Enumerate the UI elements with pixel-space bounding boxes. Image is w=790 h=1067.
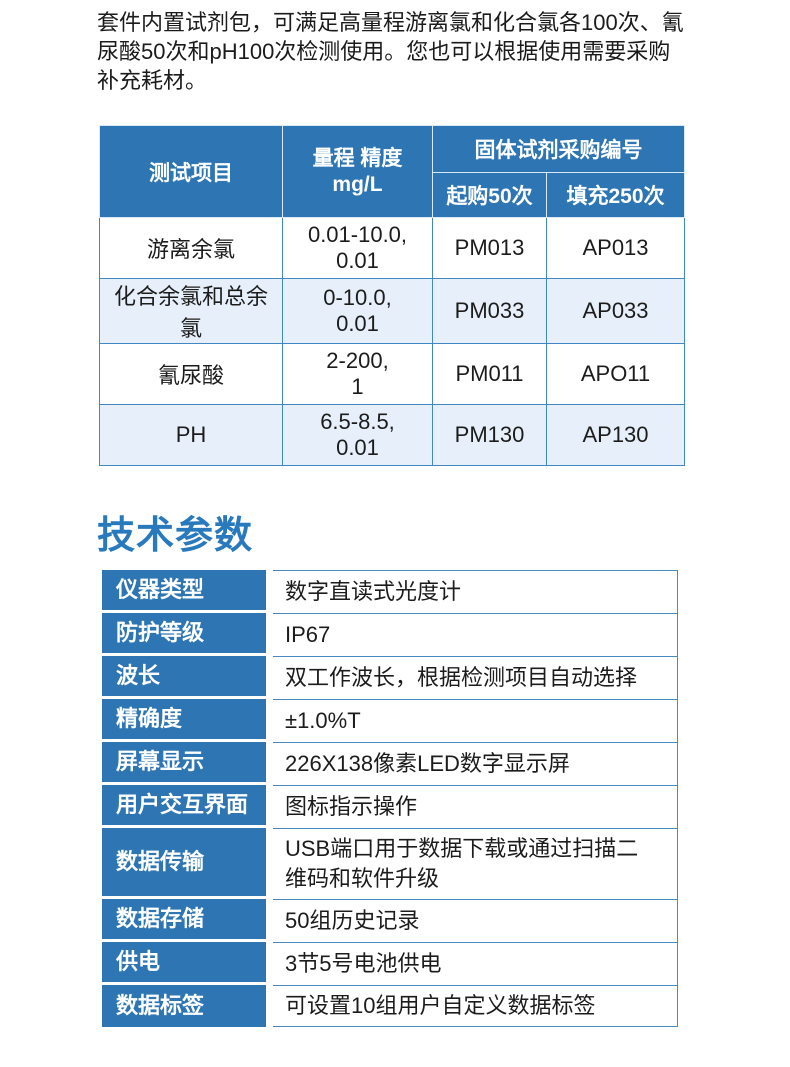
table-row: PH 6.5-8.5, 0.01 PM130 AP130 <box>99 404 685 466</box>
col-header-initial-purchase: 起购50次 <box>432 172 547 218</box>
col-header-range-line1: 量程 精度 <box>312 146 403 170</box>
table-row: 游离余氯 0.01-10.0, 0.01 PM013 AP013 <box>99 217 685 279</box>
spec-label: 供电 <box>102 942 273 985</box>
cell-range-precision: 2-200, 1 <box>282 343 433 405</box>
cell-range-precision: 0.01-10.0, 0.01 <box>282 217 433 279</box>
table-row: 氰尿酸 2-200, 1 PM011 APO11 <box>99 343 685 405</box>
spec-row: 供电 3节5号电池供电 <box>102 942 678 985</box>
cell-refill-code: AP013 <box>546 217 685 279</box>
cell-refill-code: AP130 <box>546 404 685 466</box>
cell-test-item: 化合余氯和总余氯 <box>99 278 283 344</box>
range-line2: 0.01 <box>336 435 379 460</box>
tech-specs-table: 仪器类型 数字直读式光度计 防护等级 IP67 波长 双工作波长，根据检测项目自… <box>102 570 678 1027</box>
spec-row: 波长 双工作波长，根据检测项目自动选择 <box>102 656 678 699</box>
range-line2: 1 <box>351 374 364 399</box>
spec-label: 屏幕显示 <box>102 742 273 785</box>
range-line1: 0.01-10.0, <box>307 222 408 247</box>
spec-label: 用户交互界面 <box>102 785 273 828</box>
reagent-table-header: 测试项目 量程 精度 mg/L 固体试剂采购编号 起购50次 填充250次 <box>99 125 685 218</box>
spec-row: 用户交互界面 图标指示操作 <box>102 785 678 828</box>
spec-value: 图标指示操作 <box>273 785 678 828</box>
table-row: 化合余氯和总余氯 0-10.0, 0.01 PM033 AP033 <box>99 278 685 344</box>
range-line1: 0-10.0, <box>323 285 392 310</box>
col-header-reagent-code-group: 固体试剂采购编号 <box>432 125 685 173</box>
spec-value: 可设置10组用户自定义数据标签 <box>273 985 678 1027</box>
spec-label: 数据标签 <box>102 985 273 1027</box>
range-line2: 0.01 <box>336 248 379 273</box>
spec-value: 50组历史记录 <box>273 899 678 942</box>
spec-value: 双工作波长，根据检测项目自动选择 <box>273 656 678 699</box>
cell-refill-code: APO11 <box>546 343 685 405</box>
spec-row: 防护等级 IP67 <box>102 613 678 656</box>
cell-range-precision: 0-10.0, 0.01 <box>282 278 433 344</box>
cell-test-item: PH <box>99 404 283 466</box>
reagent-order-table: 测试项目 量程 精度 mg/L 固体试剂采购编号 起购50次 填充250次 游离… <box>99 125 685 466</box>
spec-value: IP67 <box>273 613 678 656</box>
intro-paragraph: 套件内置试剂包，可满足高量程游离氯和化合氯各100次、氰 尿酸50次和pH100… <box>97 10 684 93</box>
spec-label: 防护等级 <box>102 613 273 656</box>
cell-test-item: 氰尿酸 <box>99 343 283 405</box>
spec-row: 仪器类型 数字直读式光度计 <box>102 570 678 613</box>
col-header-test-item: 测试项目 <box>99 125 283 218</box>
spec-value: USB端口用于数据下载或通过扫描二 维码和软件升级 <box>273 828 678 899</box>
col-header-range: 量程 精度 mg/L <box>282 125 433 218</box>
spec-row: 数据存储 50组历史记录 <box>102 899 678 942</box>
spec-label: 仪器类型 <box>102 570 273 613</box>
spec-value: 数字直读式光度计 <box>273 570 678 613</box>
range-line1: 6.5-8.5, <box>320 409 395 434</box>
reagent-table-body: 游离余氯 0.01-10.0, 0.01 PM013 AP013 化合余氯和总余… <box>99 217 685 466</box>
tech-specs-body: 仪器类型 数字直读式光度计 防护等级 IP67 波长 双工作波长，根据检测项目自… <box>102 570 678 1027</box>
section-title-tech-params: 技术参数 <box>97 515 254 557</box>
spec-label: 数据存储 <box>102 899 273 942</box>
cell-initial-code: PM130 <box>432 404 547 466</box>
spec-value: 3节5号电池供电 <box>273 942 678 985</box>
cell-initial-code: PM033 <box>432 278 547 344</box>
spec-row: 数据标签 可设置10组用户自定义数据标签 <box>102 985 678 1027</box>
cell-initial-code: PM013 <box>432 217 547 279</box>
spec-label: 精确度 <box>102 699 273 742</box>
range-line2: 0.01 <box>336 311 379 336</box>
spec-row: 精确度 ±1.0%T <box>102 699 678 742</box>
col-header-refill: 填充250次 <box>546 172 685 218</box>
cell-refill-code: AP033 <box>546 278 685 344</box>
cell-initial-code: PM011 <box>432 343 547 405</box>
range-line1: 2-200, <box>326 348 389 373</box>
spec-row: 数据传输 USB端口用于数据下载或通过扫描二 维码和软件升级 <box>102 828 678 899</box>
spec-label: 数据传输 <box>102 828 273 899</box>
spec-row: 屏幕显示 226X138像素LED数字显示屏 <box>102 742 678 785</box>
spec-label: 波长 <box>102 656 273 699</box>
col-header-range-line2: mg/L <box>332 172 383 196</box>
cell-range-precision: 6.5-8.5, 0.01 <box>282 404 433 466</box>
spec-value: ±1.0%T <box>273 699 678 742</box>
spec-value: 226X138像素LED数字显示屏 <box>273 742 678 785</box>
cell-test-item: 游离余氯 <box>99 217 283 279</box>
